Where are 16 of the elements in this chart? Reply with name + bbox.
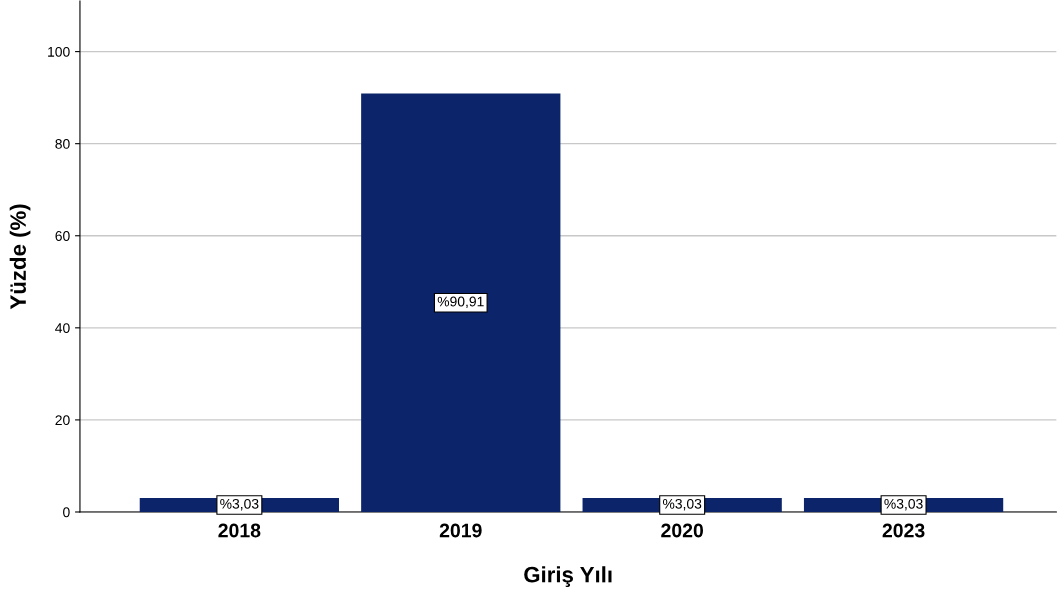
x-tick-label: 2020 bbox=[661, 523, 704, 538]
y-tick-label: 40 bbox=[55, 323, 70, 333]
y-tick-label: 60 bbox=[55, 231, 70, 241]
data-label: %3,03 bbox=[884, 498, 923, 511]
data-label: %90,91 bbox=[437, 296, 484, 309]
y-tick-label: 100 bbox=[48, 46, 70, 57]
y-tick-label: 80 bbox=[55, 139, 70, 149]
y-axis-title: Yüzde (%) bbox=[9, 204, 31, 310]
y-tick-label: 20 bbox=[55, 415, 70, 426]
y-tick-label: 0 bbox=[63, 507, 70, 518]
x-tick-label: 2018 bbox=[218, 523, 261, 538]
x-tick-label: 2023 bbox=[882, 523, 925, 538]
data-label: %3,03 bbox=[220, 498, 259, 511]
data-label: %3,03 bbox=[662, 498, 702, 511]
x-axis-title: Giriş Yılı bbox=[524, 566, 612, 587]
x-tick-label: 2019 bbox=[439, 523, 482, 538]
